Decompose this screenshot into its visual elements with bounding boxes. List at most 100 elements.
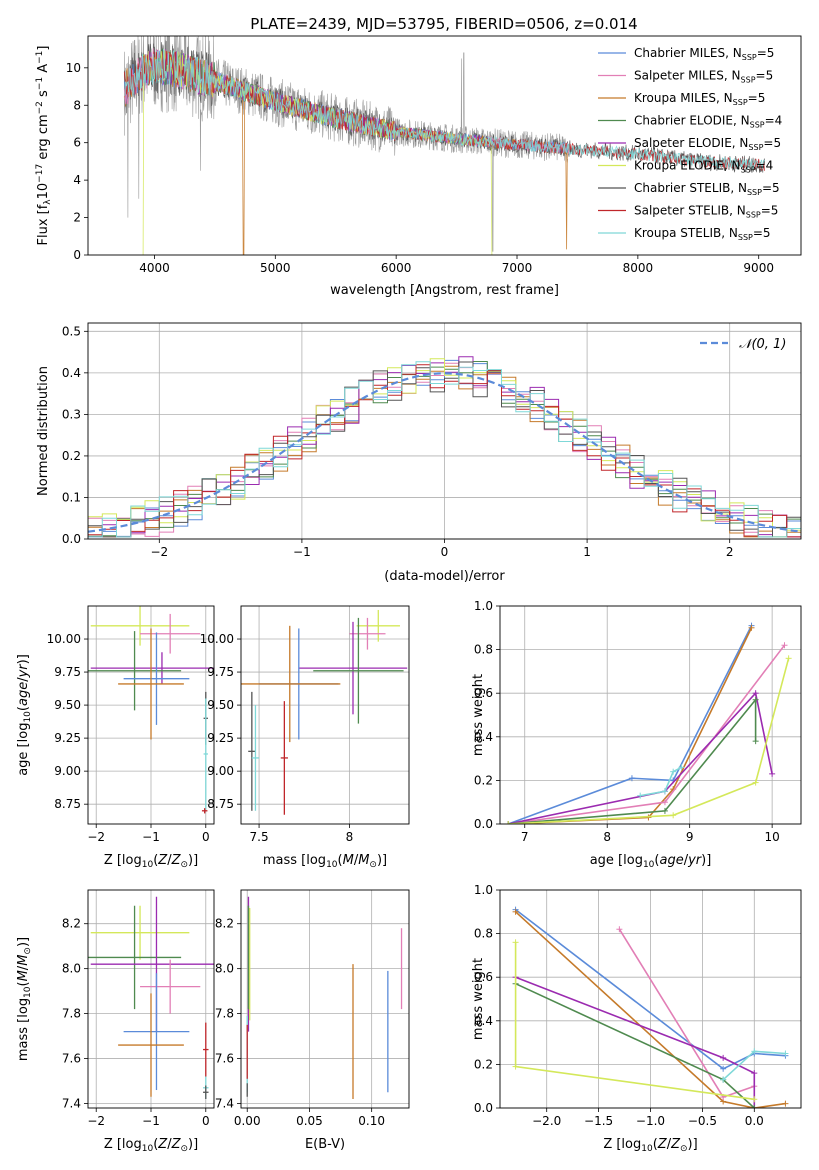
axes-frame (87, 889, 215, 1109)
plots-layer: 4000 5000 6000 7000 8000 90000246810wavelengt… (16, 35, 802, 1154)
legend-label: Chabrier ELODIE, NSSP=4 (634, 114, 782, 130)
x-axis-label: wavelength [Angstrom, rest frame] (330, 283, 559, 298)
axes-frame (240, 889, 410, 1109)
x-tick-label: 7.5 (250, 830, 269, 844)
errorbar-chabrier-stelib (248, 691, 256, 811)
x-tick-label: 5000 (260, 261, 291, 275)
x-axis-label: E(B-V) (305, 1137, 345, 1152)
plot-area (505, 622, 792, 824)
y-tick-label: 7.8 (62, 1007, 81, 1021)
panel-mass_weight_vs_age: 7 8 9 10 0.0 0.2 0.4 0.6 0.8 1.0 age [log10(age/yr… (471, 599, 802, 870)
series-line (508, 691, 773, 824)
grid (241, 606, 409, 824)
y-tick-label: 9.25 (207, 731, 234, 745)
plot-area (88, 896, 214, 1100)
errorbar-salpeter-elodie (298, 621, 408, 715)
y-tick-label: 7.4 (62, 1097, 81, 1111)
y-tick-label: 0.4 (62, 366, 81, 380)
y-tick-label: 2 (73, 211, 81, 225)
x-tick-label: −2 (87, 1114, 105, 1128)
y-tick-label: 7.4 (215, 1097, 234, 1111)
y-tick-label: 9.25 (54, 731, 81, 745)
y-tick-label: 0.6 (474, 970, 493, 984)
y-tick-label: 9.50 (207, 698, 234, 712)
y-tick-label: 0.1 (62, 490, 81, 504)
series-chabrier-elodie (505, 696, 759, 824)
x-tick-label: 4000 (139, 261, 170, 275)
y-tick-label: 0.0 (474, 817, 493, 831)
x-tick-label: 0.10 (358, 1114, 385, 1128)
y-tick-label: 0.8 (474, 927, 493, 941)
x-tick-label: 10 (764, 830, 779, 844)
errorbar-salpeter-stelib (201, 808, 208, 814)
y-tick-label: 0.2 (474, 1057, 493, 1071)
y-axis-label: Flux [fλ10−17 erg cm−2 s−1 A−1] (35, 46, 53, 246)
y-tick-label: 8.2 (62, 917, 81, 931)
legend-label: Kroupa STELIB, NSSP=5 (634, 226, 771, 242)
y-tick-label: 7.6 (215, 1052, 234, 1066)
x-tick-label: −0.5 (688, 1114, 717, 1128)
errorbar-chabrier-miles (123, 973, 190, 1091)
series-kroupa-stelib (720, 1048, 789, 1083)
y-tick-label: 0.2 (62, 449, 81, 463)
y-tick-label: 0.2 (474, 773, 493, 787)
panel-residuals: −2 −1 0 1 2 0.0 0.1 0.2 0.3 0.4 0.5 (data-model)/er… (36, 322, 802, 584)
errorbar-chabrier-elodie (88, 631, 182, 711)
series-chabrier-miles (505, 622, 755, 824)
legend-label: Salpeter MILES, NSSP=5 (634, 69, 773, 85)
axes-frame (499, 889, 802, 1109)
errorbar-chabrier-stelib (203, 1085, 209, 1100)
y-tick-label: 7.6 (62, 1052, 81, 1066)
y-axis-label: mass weight (471, 674, 486, 756)
errorbar-salpeter-stelib (203, 1022, 209, 1077)
normal-curve (88, 372, 801, 533)
x-tick-label: −1 (293, 545, 311, 559)
grid (241, 890, 409, 1108)
y-tick-label: 0.6 (474, 686, 493, 700)
x-tick-label: 9000 (743, 261, 774, 275)
series-line (507, 625, 753, 824)
y-tick-label: 8.75 (207, 797, 234, 811)
legend-label: 𝒩(0, 1) (739, 337, 786, 352)
errorbar-salpeter-miles (349, 617, 386, 650)
plot-area (246, 896, 403, 1100)
series-line (508, 644, 786, 824)
x-tick-label: 0.00 (234, 1114, 261, 1128)
legend: Chabrier MILES, NSSP=5 Salpeter MILES, NS… (598, 46, 782, 242)
errorbar-kroupa-miles (118, 628, 184, 740)
y-tick-label: 9.00 (54, 764, 81, 778)
x-tick-label: −2.0 (532, 1114, 561, 1128)
axes-frame (240, 605, 410, 825)
x-tick-label: 7 (521, 830, 529, 844)
y-tick-label: 10.00 (47, 632, 81, 646)
x-axis-label: Z [log10(Z/Z⊙)] (104, 853, 198, 870)
series-salpeter-miles (616, 926, 758, 1101)
axes-frame (499, 605, 802, 825)
y-tick-label: 8.2 (215, 917, 234, 931)
y-axis-label: age [log10(age/yr)] (16, 654, 33, 776)
y-tick-label: 9.75 (207, 665, 234, 679)
errorbar-salpeter-miles (140, 959, 201, 1014)
x-axis-label: Z [log10(Z/Z⊙)] (603, 1137, 697, 1154)
x-tick-label: 9 (686, 830, 694, 844)
spectrum-data (124, 36, 568, 252)
panel-spectrum: 4000 5000 6000 7000 8000 9000 0 2 4 6 8 10 wavelengt… (35, 35, 802, 298)
x-axis-label: age [log10(age/yr)] (590, 853, 712, 870)
y-tick-label: 8.0 (62, 962, 81, 976)
plot-area (88, 606, 214, 814)
axes-frame (87, 322, 802, 540)
y-tick-label: 9.00 (207, 764, 234, 778)
grid (500, 605, 801, 825)
errorbar-kroupa-elodie (90, 606, 190, 646)
y-tick-label: 0.4 (474, 1014, 493, 1028)
series-kroupa-miles (505, 624, 755, 824)
x-tick-label: −1.5 (584, 1114, 613, 1128)
errorbar-salpeter-miles (140, 613, 201, 654)
legend-label: Kroupa ELODIE, NSSP=4 (634, 159, 773, 175)
axes-frame (87, 605, 215, 825)
y-axis-label: mass [log10(M/M⊙)] (16, 937, 33, 1061)
y-tick-label: 8.0 (215, 962, 234, 976)
y-tick-label: 0.5 (62, 324, 81, 338)
x-axis-label: Z [log10(Z/Z⊙)] (104, 1137, 198, 1154)
